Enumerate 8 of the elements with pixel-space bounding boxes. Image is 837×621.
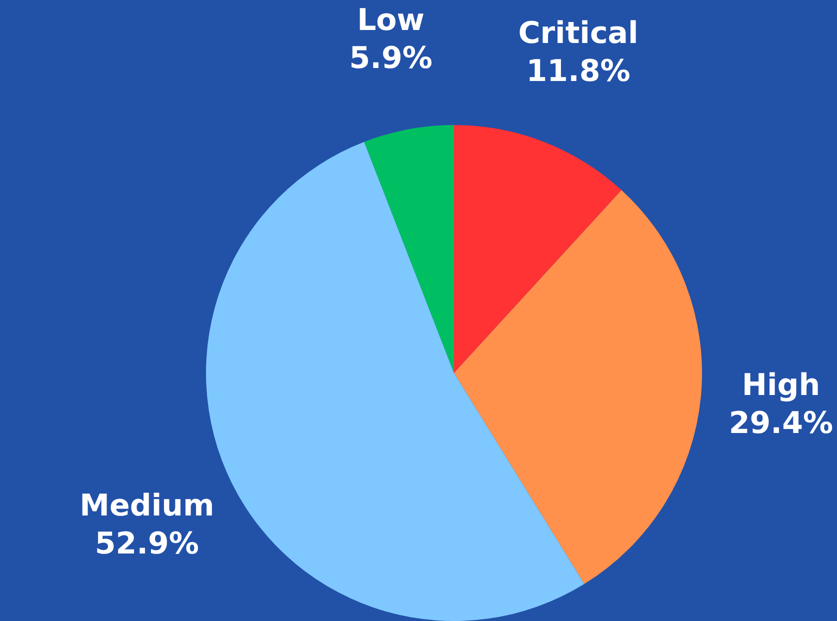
data-label: 11.8% xyxy=(526,54,630,90)
slice-label: High xyxy=(742,368,820,404)
data-label: 29.4% xyxy=(728,406,833,442)
slice-label: Medium xyxy=(80,488,214,524)
slice-label: Critical xyxy=(518,16,638,52)
data-label: 52.9% xyxy=(94,526,199,562)
data-label: 5.9% xyxy=(349,40,432,76)
slice-label: Low xyxy=(357,2,425,38)
